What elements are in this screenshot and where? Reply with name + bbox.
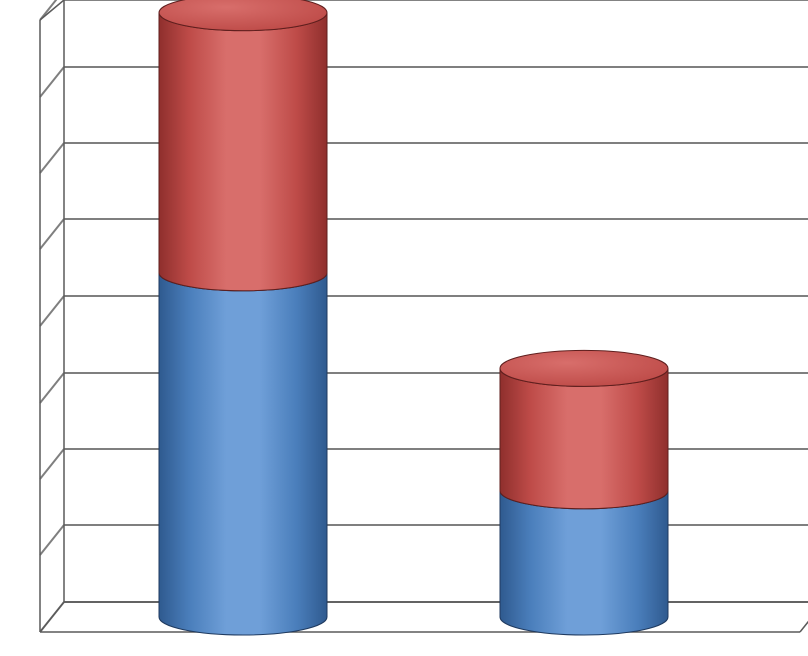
stacked-cylinder-chart [0,0,808,656]
